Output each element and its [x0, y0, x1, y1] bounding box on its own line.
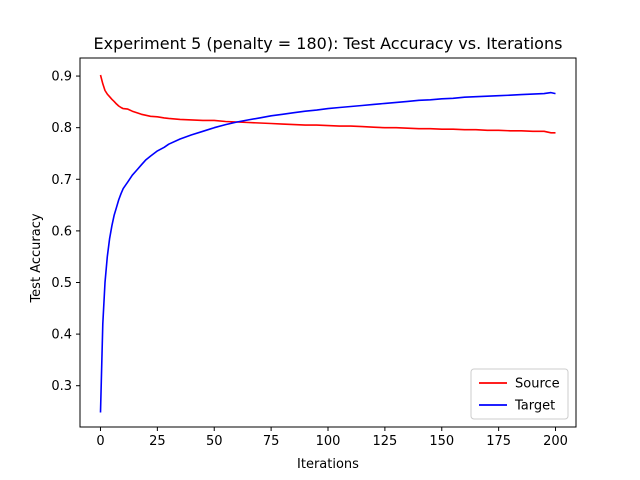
- axes: 0 25 50 75 100 125 150 175 200 0.3 0.4 0.5 0.6 0.7 0.8…: [51, 57, 577, 449]
- plot-area: [99, 74, 556, 413]
- x-axis-label: Iterations: [297, 457, 359, 472]
- y-tick-label: 0.7: [51, 173, 72, 188]
- x-tick-label: 75: [263, 434, 280, 449]
- y-axis-label: Test Accuracy: [29, 213, 44, 303]
- legend-label-target: Target: [514, 399, 555, 414]
- y-tick-label: 0.8: [51, 121, 72, 136]
- legend-label-source: Source: [515, 377, 560, 392]
- y-tick-label: 0.9: [51, 70, 72, 85]
- y-tick-label: 0.5: [51, 276, 72, 291]
- y-tick-label: 0.4: [51, 328, 72, 343]
- series-line-source: [99, 74, 556, 134]
- x-tick-label: 125: [372, 434, 397, 449]
- series-line-target: [99, 91, 556, 413]
- x-tick-label: 25: [149, 434, 166, 449]
- x-tick-label: 150: [429, 434, 454, 449]
- legend-box: [470, 368, 569, 420]
- legend: Source Target: [470, 368, 569, 420]
- x-tick-label: 50: [206, 434, 223, 449]
- x-tick-label: 200: [543, 434, 568, 449]
- x-tick-label: 0: [96, 434, 104, 449]
- y-tick-label: 0.3: [51, 379, 72, 394]
- chart-title: Experiment 5 (penalty = 180): Test Accur…: [94, 34, 563, 53]
- x-tick-label: 100: [316, 434, 341, 449]
- x-tick-label: 175: [486, 434, 511, 449]
- y-tick-label: 0.6: [51, 224, 72, 239]
